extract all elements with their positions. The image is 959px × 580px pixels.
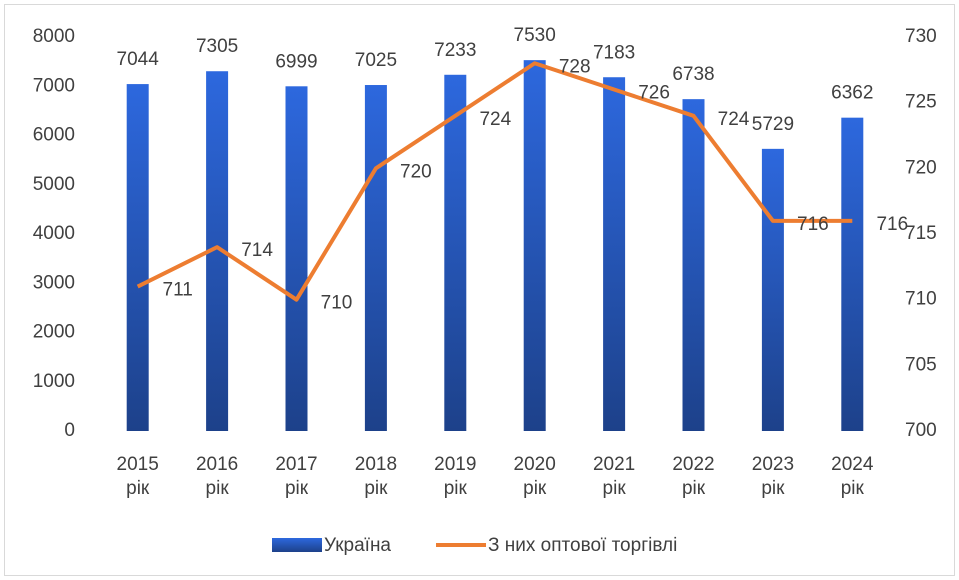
x-tick-label: 2018 рік <box>354 454 398 499</box>
data-label: 714 <box>241 240 273 261</box>
data-label: 720 <box>400 161 432 182</box>
bar <box>285 86 308 431</box>
bar <box>126 84 149 431</box>
data-label: 6362 <box>831 83 873 104</box>
data-label: 711 <box>163 280 193 301</box>
data-label: 5729 <box>752 114 794 135</box>
y2-tick-label: 730 <box>905 26 937 47</box>
x-tick-label: 2017 рік <box>275 454 318 499</box>
x-tick-label: 2023 рік <box>751 454 795 499</box>
y-tick-label: 6000 <box>33 125 75 146</box>
y-tick-label: 4000 <box>33 223 75 244</box>
x-tick-label: 2022 рік <box>672 454 715 499</box>
x-tick-label: 2020 рік <box>513 454 556 499</box>
bar <box>364 85 387 432</box>
data-label: 710 <box>321 293 353 314</box>
bar <box>523 60 546 432</box>
y2-tick-label: 710 <box>905 289 937 310</box>
y-tick-label: 1000 <box>33 371 75 392</box>
data-label: 6999 <box>275 51 317 72</box>
data-label: 7183 <box>593 42 635 63</box>
data-label: 7025 <box>355 50 397 71</box>
legend-label: Україна <box>324 535 391 556</box>
legend-swatch <box>272 538 322 552</box>
data-label: 726 <box>638 83 670 104</box>
y2-tick-label: 705 <box>905 354 937 375</box>
x-tick-label: 2024 рік <box>831 454 874 499</box>
x-tick-label: 2019 рік <box>434 454 477 499</box>
bar <box>603 77 626 432</box>
line <box>136 61 853 302</box>
data-label: 724 <box>479 109 511 130</box>
y-tick-label: 8000 <box>33 26 75 47</box>
data-label: 7305 <box>196 36 238 57</box>
data-label: 7044 <box>117 49 160 70</box>
y-tick-label: 0 <box>64 420 75 441</box>
data-label: 716 <box>797 214 829 235</box>
chart-frame <box>4 4 955 576</box>
legend-label: З них оптової торгівлі <box>488 535 677 556</box>
data-label: 724 <box>718 109 750 130</box>
bar <box>682 99 705 431</box>
y-tick-label: 3000 <box>33 272 75 293</box>
y2-tick-label: 700 <box>905 420 937 441</box>
x-tick-label: 2016 рік <box>195 454 239 499</box>
data-label: 7233 <box>434 40 476 61</box>
bar <box>841 117 864 431</box>
data-label: 716 <box>876 214 908 235</box>
x-tick-label: 2021 рік <box>592 454 636 499</box>
bar <box>444 74 467 431</box>
y-tick-label: 2000 <box>33 322 75 343</box>
y2-tick-label: 720 <box>905 157 937 178</box>
y-tick-label: 5000 <box>33 174 75 195</box>
x-tick-label: 2015 рік <box>116 454 159 499</box>
bar <box>761 148 784 432</box>
y2-tick-label: 715 <box>905 223 937 244</box>
data-label: 728 <box>559 56 591 77</box>
y-tick-label: 7000 <box>33 75 75 96</box>
bar <box>206 71 229 431</box>
y2-tick-label: 725 <box>905 92 937 113</box>
data-label: 7530 <box>514 25 556 46</box>
data-label: 6738 <box>672 64 714 85</box>
